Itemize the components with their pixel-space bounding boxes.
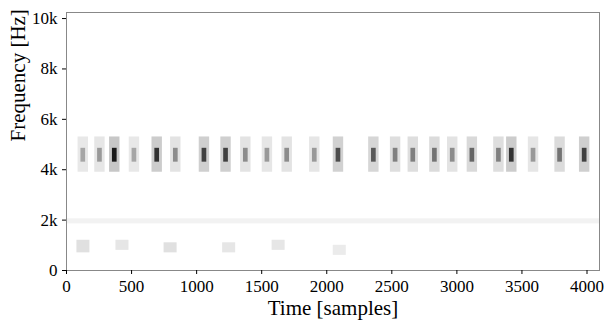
svg-text:500: 500 — [119, 277, 145, 296]
svg-text:10k: 10k — [32, 9, 58, 28]
svg-text:4000: 4000 — [570, 277, 604, 296]
svg-text:4k: 4k — [41, 160, 59, 179]
svg-text:3500: 3500 — [505, 277, 539, 296]
svg-text:2k: 2k — [41, 211, 59, 230]
svg-text:2500: 2500 — [375, 277, 409, 296]
svg-text:1500: 1500 — [245, 277, 279, 296]
svg-text:8k: 8k — [41, 59, 59, 78]
svg-text:1000: 1000 — [180, 277, 214, 296]
svg-text:6k: 6k — [41, 110, 59, 129]
svg-text:0: 0 — [62, 277, 71, 296]
svg-text:2000: 2000 — [310, 277, 344, 296]
svg-text:Frequency [Hz]: Frequency [Hz] — [6, 9, 30, 141]
svg-text:Time [samples]: Time [samples] — [268, 296, 398, 320]
svg-text:3000: 3000 — [440, 277, 474, 296]
svg-text:0: 0 — [49, 261, 58, 280]
